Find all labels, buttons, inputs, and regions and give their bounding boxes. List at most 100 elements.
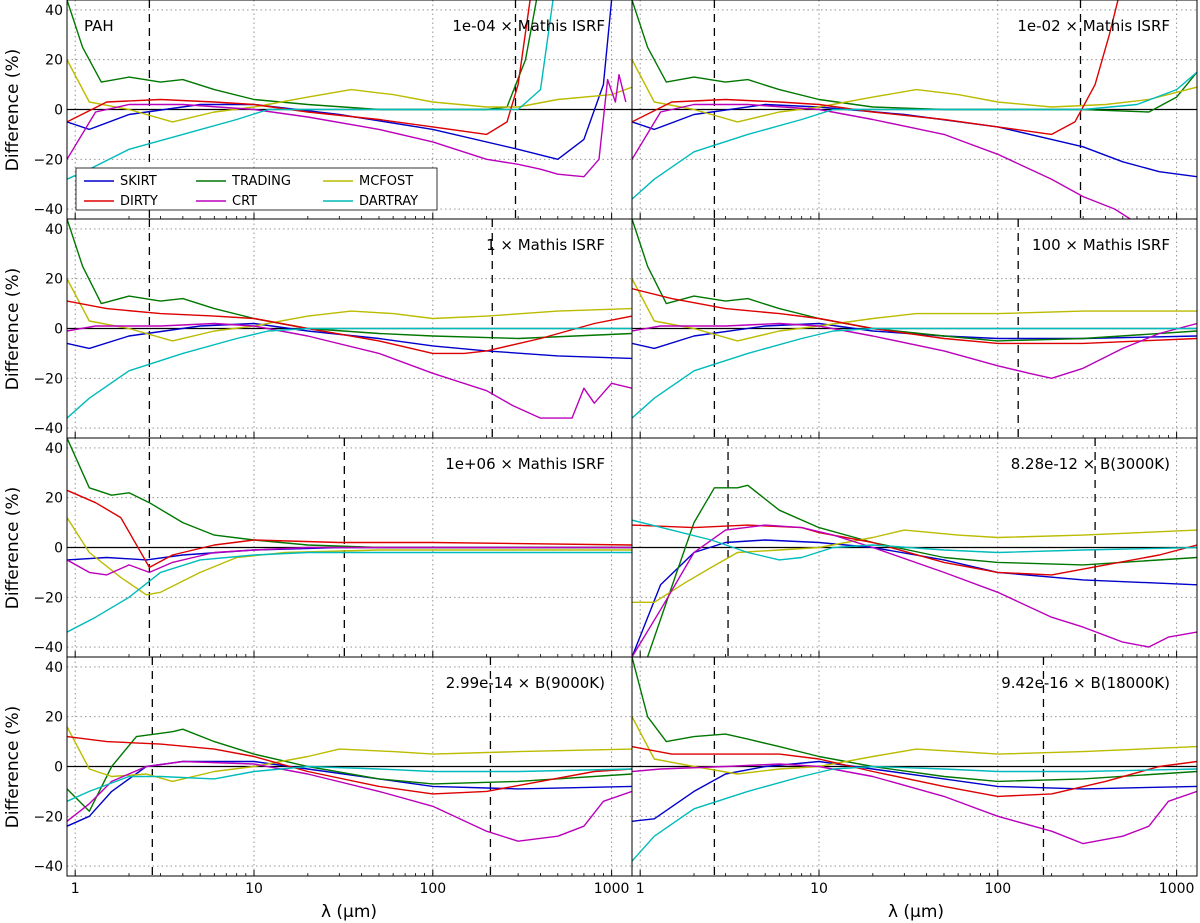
- x-tick-label: 10: [810, 881, 828, 897]
- series-line-mcfost: [67, 59, 632, 123]
- series-line-dirty: [632, 0, 1119, 136]
- y-tick-label: 20: [45, 272, 63, 288]
- series-line-skirt: [67, 0, 613, 161]
- series-line-dartray: [632, 519, 1197, 561]
- y-axis-label: Difference (%): [3, 268, 23, 390]
- series-line-trading: [646, 484, 1197, 657]
- series-line-mcfost: [67, 726, 632, 783]
- panel-frame: [631, 656, 1198, 877]
- series-line-crt: [67, 760, 632, 842]
- panel-title: 1 × Mathis ISRF: [486, 236, 605, 254]
- series-line-crt: [632, 763, 1197, 845]
- y-tick-label: −20: [33, 371, 63, 387]
- series-line-crt: [632, 103, 1131, 219]
- panel-title: 1e+06 × Mathis ISRF: [445, 455, 605, 473]
- panel-100-mathis-isrf: 100 × Mathis ISRF: [631, 218, 1198, 439]
- series-group: [67, 726, 632, 842]
- y-tick-label: 0: [54, 541, 63, 557]
- panel-1e-02-mathis-isrf: 1e-02 × Mathis ISRF: [631, 0, 1198, 220]
- panels-layer: −40 −20 0 20 40 1e-04 × Mathis ISRF 1e-02 × Ma…: [33, 0, 1198, 897]
- series-line-skirt: [67, 322, 632, 360]
- series-line-dirty: [632, 288, 1197, 345]
- series-line-trading: [67, 219, 632, 340]
- series-line-mcfost: [632, 529, 1197, 603]
- series-line-dirty: [67, 489, 632, 569]
- x-tick-label: 100: [984, 881, 1011, 897]
- series-line-crt: [67, 322, 632, 419]
- x-tick-label: 10: [245, 881, 263, 897]
- series-line-mcfost: [67, 517, 632, 596]
- series-line-dartray: [67, 0, 554, 180]
- x-axis-label: λ (μm): [321, 902, 377, 922]
- series-group: [632, 484, 1197, 657]
- y-tick-label: −20: [33, 152, 63, 168]
- series-line-mcfost: [632, 278, 1197, 342]
- panel-title: 8.28e-12 × B(3000K): [1011, 455, 1170, 473]
- y-tick-label: 0: [54, 760, 63, 776]
- series-group: [67, 438, 632, 633]
- panel-8-28e-12-b-3000k-: 8.28e-12 × B(3000K): [631, 437, 1198, 658]
- series-line-dartray: [632, 71, 1197, 200]
- series-line-dartray: [67, 551, 632, 633]
- series-line-crt: [67, 73, 627, 178]
- series-line-mcfost: [632, 716, 1197, 775]
- panel-9-42e-16-b-18000k-: 1 10 100 1000 9.42e-16 × B(18000K): [631, 656, 1198, 897]
- x-tick-label: 100: [419, 881, 446, 897]
- legend-label-skirt: SKIRT: [120, 174, 157, 189]
- legend-label-trading: TRADING: [231, 174, 291, 189]
- series-line-skirt: [632, 760, 1197, 822]
- y-tick-label: −40: [33, 640, 63, 656]
- y-tick-label: −40: [33, 859, 63, 875]
- y-tick-label: 20: [45, 491, 63, 507]
- y-axis-label: Difference (%): [3, 49, 23, 171]
- y-tick-label: 0: [54, 103, 63, 119]
- panel-title: 2.99e-14 × B(9000K): [446, 674, 605, 692]
- y-tick-label: −20: [33, 590, 63, 606]
- x-tick-label: 1000: [594, 881, 630, 897]
- legend-label-crt: CRT: [232, 194, 257, 209]
- panel-label: PAH: [84, 17, 114, 35]
- y-tick-label: 40: [45, 3, 63, 19]
- y-tick-label: 40: [45, 441, 63, 457]
- panel-title: 1e-02 × Mathis ISRF: [1017, 17, 1170, 35]
- y-tick-label: −20: [33, 809, 63, 825]
- legend-label-mcfost: MCFOST: [359, 174, 413, 189]
- y-tick-label: 20: [45, 710, 63, 726]
- x-tick-label: 1000: [1159, 881, 1195, 897]
- panel-1-mathis-isrf: −40 −20 0 20 40 1 × Mathis ISRF: [33, 218, 633, 439]
- series-line-dartray: [632, 327, 1197, 419]
- legend: SKIRT TRADING MCFOST DIRTY CRT DARTRAY: [75, 167, 438, 211]
- y-tick-label: 40: [45, 660, 63, 676]
- series-line-trading: [632, 657, 1197, 783]
- y-tick-label: −40: [33, 421, 63, 437]
- legend-label-dartray: DARTRAY: [359, 194, 418, 209]
- series-line-dartray: [67, 765, 632, 802]
- series-line-skirt: [67, 760, 632, 827]
- y-tick-label: 20: [45, 53, 63, 69]
- series-line-crt: [632, 322, 1197, 379]
- panel-2-99e-14-b-9000k-: −40 −20 0 20 40 1 10 100 1000 2.99e-14 × B(9000K): [33, 656, 633, 897]
- series-line-trading: [632, 219, 1197, 342]
- series-line-trading: [632, 0, 1197, 113]
- panel-1e-04-mathis-isrf: −40 −20 0 20 40 1e-04 × Mathis ISRF: [33, 0, 633, 220]
- series-line-trading: [67, 728, 632, 812]
- series-line-skirt: [632, 539, 1197, 657]
- series-group: [632, 0, 1197, 219]
- y-axis-label: Difference (%): [3, 487, 23, 609]
- y-tick-label: 0: [54, 322, 63, 338]
- series-group: [632, 657, 1197, 862]
- y-tick-label: 40: [45, 222, 63, 238]
- y-tick-label: −40: [33, 202, 63, 218]
- grid: [632, 0, 1197, 219]
- series-line-crt: [632, 524, 1197, 657]
- panel-title: 9.42e-16 × B(18000K): [1001, 674, 1170, 692]
- grid: [67, 0, 632, 219]
- series-line-dirty: [67, 0, 531, 136]
- series-line-trading: [67, 0, 538, 111]
- x-tick-label: 1: [636, 881, 645, 897]
- series-line-crt: [67, 546, 632, 576]
- series-line-dirty: [67, 300, 632, 355]
- series-line-dartray: [632, 765, 1197, 862]
- series-line-mcfost: [67, 278, 632, 342]
- y-axis-label: Difference (%): [3, 706, 23, 828]
